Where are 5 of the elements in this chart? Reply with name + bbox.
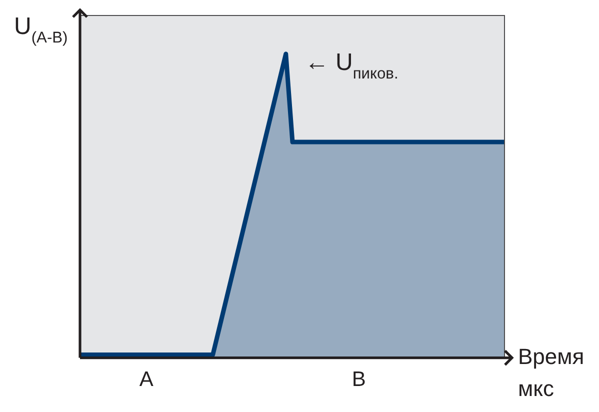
x-axis-title: Время мкс <box>518 342 586 403</box>
y-axis-title: U$_{(A-B)}$ <box>14 13 68 47</box>
x-tick-label: A <box>139 368 154 392</box>
x-tick-label: B <box>352 368 366 392</box>
annotation: ← U$_{пиков.}$ <box>304 48 398 82</box>
